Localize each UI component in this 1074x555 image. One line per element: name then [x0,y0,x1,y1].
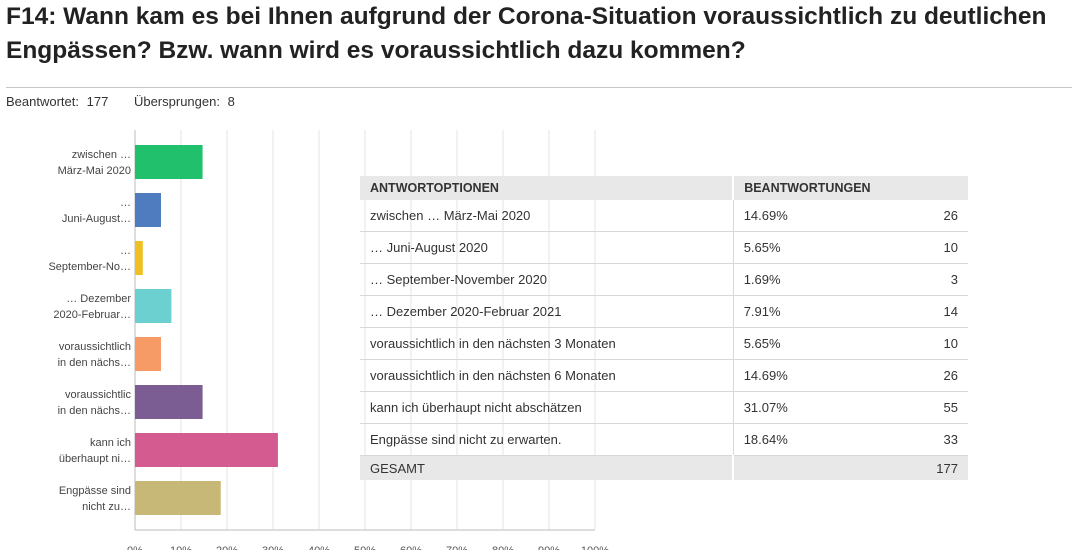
bar [135,145,203,179]
total-spacer [732,455,871,480]
category-label: Engpässe sind nicht zu… [59,485,131,513]
row-percent: 18.64% [732,423,871,456]
total-row: GESAMT 177 [360,455,968,480]
category-label: … Juni-August… [62,197,131,225]
x-tick-label: 100% [581,545,609,550]
header-responses: BEANTWORTUNGEN [732,176,968,200]
skipped-value: 8 [227,94,235,109]
bar [135,193,161,227]
row-option: zwischen … März-Mai 2020 [360,200,734,232]
responses-table: ANTWORTOPTIONEN BEANTWORTUNGEN zwischen … [360,176,968,480]
x-tick-label: 80% [492,545,514,550]
title-divider [6,87,1072,88]
header-answer-options: ANTWORTOPTIONEN [360,176,734,200]
table-row: … September-November 2020 1.69% 3 [360,263,968,296]
x-tick-label: 20% [216,545,238,550]
row-count: 14 [870,295,968,328]
answered-label: Beantwortet: [6,94,79,109]
row-option: kann ich überhaupt nicht abschätzen [360,391,734,424]
x-tick-label: 70% [446,545,468,550]
table-row: kann ich überhaupt nicht abschätzen 31.0… [360,391,968,424]
x-tick-label: 0% [127,545,143,550]
x-tick-label: 10% [170,545,192,550]
row-count: 33 [870,423,968,456]
row-option: Engpässe sind nicht zu erwarten. [360,423,734,456]
row-percent: 5.65% [732,231,871,264]
bar [135,433,278,467]
skipped-label: Übersprungen: [133,94,220,109]
row-count: 10 [870,327,968,360]
row-option: … Juni-August 2020 [360,231,734,264]
row-count: 26 [870,200,968,232]
total-value: 177 [870,455,968,480]
category-label: … Dezember 2020-Februar… [53,293,131,321]
x-tick-label: 60% [400,545,422,550]
table-row: Engpässe sind nicht zu erwarten. 18.64% … [360,423,968,456]
table-header-row: ANTWORTOPTIONEN BEANTWORTUNGEN [360,176,968,200]
answered-value: 177 [86,94,109,109]
row-option: … Dezember 2020-Februar 2021 [360,295,734,328]
row-count: 3 [870,263,968,296]
bar [135,241,143,275]
row-option: … September-November 2020 [360,263,734,296]
table-row: voraussichtlich in den nächsten 3 Monate… [360,327,968,360]
bar [135,337,161,371]
row-count: 26 [870,359,968,392]
row-percent: 5.65% [732,327,871,360]
row-option: voraussichtlich in den nächsten 3 Monate… [360,327,734,360]
table-row: zwischen … März-Mai 2020 14.69% 26 [360,200,968,232]
category-label: voraussichtlic in den nächs… [58,389,132,417]
row-percent: 31.07% [732,391,871,424]
x-tick-label: 50% [354,545,376,550]
category-label: … September-No… [48,245,131,273]
row-option: voraussichtlich in den nächsten 6 Monate… [360,359,734,392]
table-row: voraussichtlich in den nächsten 6 Monate… [360,359,968,392]
x-tick-label: 30% [262,545,284,550]
row-count: 55 [870,391,968,424]
category-label: kann ich überhaupt ni… [59,437,131,465]
category-label: zwischen … März-Mai 2020 [58,149,131,177]
row-percent: 14.69% [732,200,871,232]
row-percent: 1.69% [732,263,871,296]
row-percent: 14.69% [732,359,871,392]
x-tick-label: 40% [308,545,330,550]
table-row: … Juni-August 2020 5.65% 10 [360,231,968,264]
table-row: … Dezember 2020-Februar 2021 7.91% 14 [360,295,968,328]
bar [135,481,221,515]
x-tick-label: 90% [538,545,560,550]
category-label: voraussichtlich in den nächs… [58,341,131,369]
bar [135,385,203,419]
response-summary: Beantwortet: 177 Übersprungen: 8 [6,94,239,109]
bar [135,289,172,323]
question-title: F14: Wann kam es bei Ihnen aufgrund der … [6,3,1047,64]
row-count: 10 [870,231,968,264]
total-label: GESAMT [360,455,734,480]
row-percent: 7.91% [732,295,871,328]
